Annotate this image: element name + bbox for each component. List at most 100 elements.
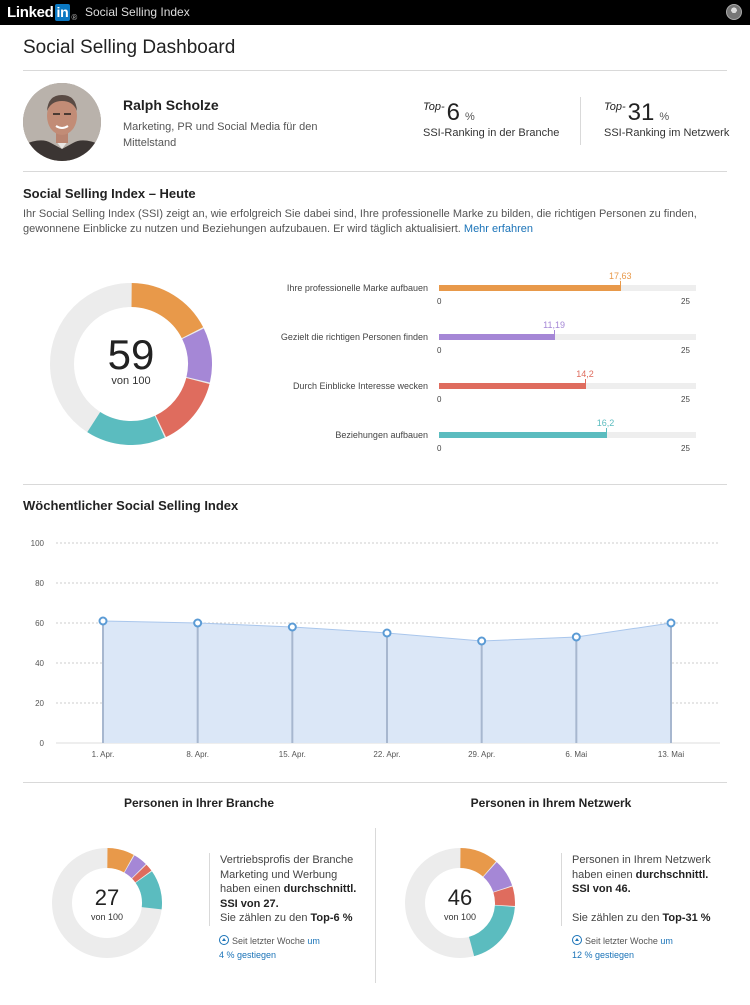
component-bar-track — [439, 281, 696, 291]
branche-donut — [52, 848, 162, 958]
logo-registered: ® — [71, 13, 77, 22]
component-label: Durch Einblicke Interesse wecken — [292, 381, 428, 391]
ssi-donut-segment — [181, 328, 212, 383]
logo-text: Linked — [7, 4, 54, 21]
rank-prefix: Top- — [604, 101, 626, 113]
netzwerk-desc-text-2: Sie zählen zu den — [572, 912, 660, 924]
profile-name[interactable]: Ralph Scholze — [123, 97, 219, 113]
axis-min-label: 0 — [437, 297, 442, 306]
netzwerk-donut-segment — [483, 862, 513, 893]
branche-desc-bold-2: Top-6 % — [310, 912, 353, 924]
branche-trend-value: 4 % gestiegen — [219, 950, 277, 960]
netzwerk-desc-text: Personen in Ihrem Netzwerk haben einen — [572, 854, 711, 881]
rank-unit: % — [659, 111, 670, 123]
netzwerk-title: Personen in Ihrem Netzwerk — [470, 796, 632, 810]
data-point[interactable] — [666, 618, 676, 628]
netzwerk-donut-segment — [459, 848, 496, 877]
component-bar-fill — [439, 432, 606, 438]
netzwerk-donut — [405, 848, 515, 958]
data-point[interactable] — [287, 622, 297, 632]
component-label: Gezielt die richtigen Personen finden — [280, 332, 428, 342]
rank-branche: Top-6% — [423, 99, 475, 127]
more-link[interactable]: Mehr erfahren — [463, 223, 533, 235]
rank-branche-label: SSI-Ranking in der Branche — [423, 127, 560, 139]
branche-desc-bold: durchschnittl. SSI von 27. — [220, 883, 357, 910]
ssi-donut — [50, 283, 212, 445]
y-tick-label: 40 — [35, 659, 44, 668]
netzwerk-donut-segment — [468, 904, 515, 957]
y-tick-label: 20 — [35, 699, 44, 708]
component-bar-track — [439, 330, 696, 340]
netzwerk-description: Personen in Ihrem Netzwerk haben einen d… — [561, 853, 711, 926]
axis-max-label: 25 — [681, 297, 690, 306]
trend-up-icon — [219, 935, 229, 945]
trend-up-icon — [572, 935, 582, 945]
component-value: 17,63 — [608, 271, 632, 281]
rank-value: 6 — [446, 99, 460, 126]
divider — [580, 97, 581, 145]
axis-min-label: 0 — [437, 444, 442, 453]
component-bar-track — [439, 428, 696, 438]
topbar-title: Social Selling Index — [85, 5, 190, 19]
branche-donut-segment — [124, 855, 146, 879]
component-bar-marker — [605, 428, 607, 438]
netzwerk-trend-um: um — [660, 936, 673, 946]
netzwerk-trend-text: Seit letzter Woche — [585, 936, 658, 946]
netzwerk-score-sub: von 100 — [443, 912, 477, 922]
branche-score: 27 — [94, 885, 120, 910]
divider — [23, 782, 727, 783]
y-tick-label: 80 — [35, 579, 44, 588]
branche-desc-text-2: Sie zählen zu den — [220, 912, 308, 924]
branche-desc-text: Vertriebsprofis der Branche Marketing un… — [220, 854, 354, 895]
component-value: 14,2 — [576, 369, 594, 379]
rank-netzwerk-label: SSI-Ranking im Netzwerk — [604, 127, 730, 139]
divider — [23, 171, 727, 172]
netzwerk-donut-segment — [493, 886, 515, 906]
ssi-score: 59 — [107, 331, 155, 378]
ssi-intro-text: Ihr Social Selling Index (SSI) zeigt an,… — [23, 208, 697, 235]
x-tick-label: 1. Apr. — [92, 750, 115, 759]
component-bar-fill — [439, 383, 585, 389]
component-bar-marker — [584, 379, 586, 389]
branche-description: Vertriebsprofis der Branche Marketing un… — [209, 853, 359, 926]
y-tick-label: 0 — [40, 739, 45, 748]
profile-headline: Marketing, PR und Social Media für den M… — [123, 121, 318, 149]
divider — [23, 484, 727, 485]
divider — [375, 828, 376, 983]
branche-donut-segment — [106, 848, 134, 873]
data-point[interactable] — [382, 628, 392, 638]
weekly-heading: Wöchentlicher Social Selling Index — [23, 498, 239, 513]
branche-trend: Seit letzter Woche um 4 % gestiegen — [219, 934, 320, 962]
x-tick-label: 6. Mai — [565, 750, 587, 759]
data-point[interactable] — [193, 618, 203, 628]
axis-max-label: 25 — [681, 395, 690, 404]
linkedin-logo[interactable]: Linked in ® — [7, 3, 77, 22]
data-point[interactable] — [477, 636, 487, 646]
y-tick-label: 60 — [35, 619, 44, 628]
data-point[interactable] — [571, 632, 581, 642]
rank-prefix: Top- — [423, 101, 445, 113]
ssi-donut-segment — [130, 283, 204, 339]
ssi-donut-segment — [87, 411, 165, 445]
x-tick-label: 22. Apr. — [373, 750, 400, 759]
profile-photo — [23, 83, 101, 161]
account-avatar[interactable] — [726, 4, 742, 20]
y-tick-label: 100 — [31, 539, 45, 548]
netzwerk-desc-bold-2: Top-31 % — [662, 912, 711, 924]
netzwerk-trend-value: 12 % gestiegen — [572, 950, 635, 960]
axis-max-label: 25 — [681, 346, 690, 355]
component-value: 16,2 — [596, 418, 615, 428]
branche-trend-text: Seit letzter Woche — [232, 936, 305, 946]
component-label: Ihre professionelle Marke aufbauen — [286, 283, 428, 293]
component-bar-marker — [554, 330, 556, 340]
logo-in: in — [54, 4, 71, 21]
x-tick-label: 8. Apr. — [186, 750, 209, 759]
rank-netzwerk: Top-31% — [604, 99, 669, 127]
x-tick-label: 29. Apr. — [468, 750, 495, 759]
axis-min-label: 0 — [437, 346, 442, 355]
axis-min-label: 0 — [437, 395, 442, 404]
branche-title: Personen in Ihrer Branche — [123, 796, 275, 810]
rank-value: 31 — [627, 99, 655, 126]
data-point[interactable] — [98, 616, 108, 626]
divider — [23, 70, 727, 71]
